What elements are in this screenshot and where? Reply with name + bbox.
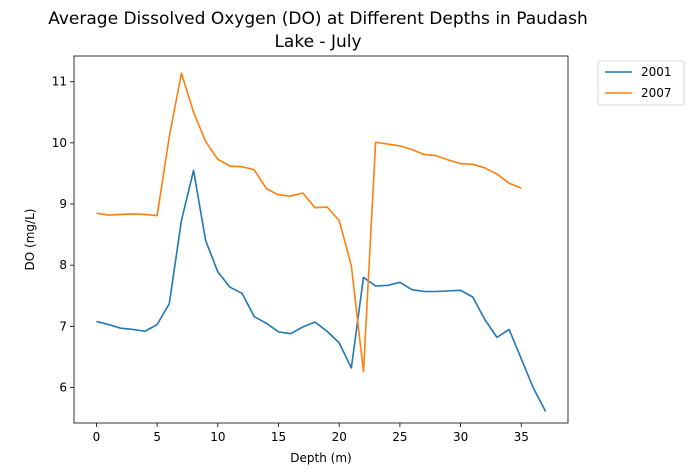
x-tick-label: 30 [453, 430, 468, 444]
y-axis-label: DO (mg/L) [23, 209, 37, 271]
chart-title-line-2: Lake - July [274, 32, 361, 52]
x-axis-label: Depth (m) [290, 451, 351, 465]
y-tick-label: 9 [59, 197, 67, 211]
legend: 2001 2007 [597, 60, 685, 106]
y-tick-label: 7 [59, 319, 67, 333]
series-line-2001 [96, 169, 547, 412]
plot-area [74, 56, 568, 423]
x-tick-label: 35 [514, 430, 529, 444]
x-tick-label: 5 [153, 430, 161, 444]
chart-title-line-1: Average Dissolved Oxygen (DO) at Differe… [48, 9, 588, 29]
legend-label-2007: 2007 [641, 86, 672, 100]
y-tick-label: 6 [59, 381, 67, 395]
x-tick-label: 25 [392, 430, 407, 444]
y-tick-label: 8 [59, 258, 67, 272]
y-tick-label: 10 [52, 136, 67, 150]
x-tick-label: 10 [210, 430, 225, 444]
x-axis: 0 5 10 15 20 25 30 35 [93, 423, 529, 444]
series-line-2007 [96, 72, 522, 373]
y-axis: 6 7 8 9 10 11 [52, 75, 74, 395]
y-tick-label: 11 [52, 75, 67, 89]
x-tick-label: 0 [93, 430, 101, 444]
legend-label-2001: 2001 [641, 65, 672, 79]
x-tick-label: 15 [271, 430, 286, 444]
x-tick-label: 20 [332, 430, 347, 444]
plot-frame [73, 55, 569, 424]
series-layer [96, 72, 547, 412]
